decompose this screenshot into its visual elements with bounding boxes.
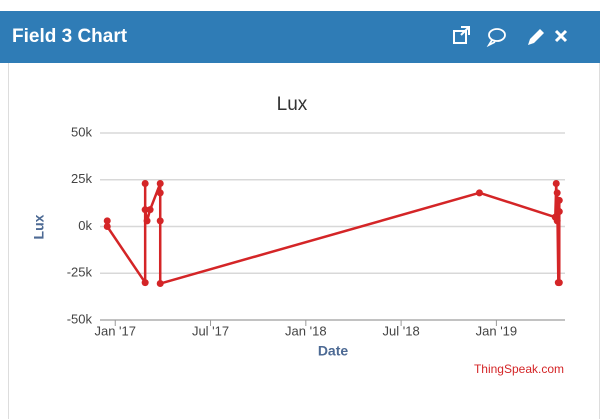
data-point — [143, 217, 151, 225]
data-point — [146, 206, 154, 214]
data-point — [475, 189, 483, 197]
x-tick-label: Jul '18 — [383, 323, 420, 338]
data-point — [555, 279, 563, 287]
edit-icon[interactable] — [528, 29, 544, 45]
data-point — [103, 217, 111, 225]
y-tick-label: 50k — [71, 124, 92, 139]
header-title: Field 3 Chart — [12, 26, 128, 47]
x-tick-label: Jan '19 — [476, 323, 518, 338]
data-point — [555, 196, 563, 204]
chart-title: Lux — [277, 94, 308, 115]
data-point — [141, 179, 149, 187]
data-point — [103, 223, 111, 230]
chart-panel — [8, 63, 600, 419]
y-tick-label: 25k — [71, 171, 92, 186]
header-icons — [453, 26, 568, 48]
y-axis-title: Lux — [31, 214, 47, 239]
data-point — [156, 217, 164, 225]
data-point — [156, 280, 164, 288]
comment-icon[interactable] — [486, 28, 506, 48]
data-point — [555, 208, 563, 216]
data-point — [156, 189, 164, 197]
data-point — [553, 217, 561, 225]
data-point — [141, 206, 149, 214]
x-tick-label: Jul '17 — [192, 323, 229, 338]
open-icon[interactable] — [453, 26, 470, 44]
credit: ThingSpeak.com — [474, 362, 564, 376]
x-tick-label: Jan '18 — [285, 323, 327, 338]
y-tick-label: 0k — [78, 218, 92, 233]
y-tick-label: -25k — [67, 265, 93, 280]
data-point — [553, 189, 561, 197]
close-icon[interactable] — [554, 29, 568, 43]
y-tick-label: -50k — [67, 311, 93, 326]
x-tick-label: Jan '17 — [94, 323, 136, 338]
x-axis-title: Date — [318, 343, 349, 359]
widget-header: Field 3 Chart — [0, 11, 600, 63]
data-point — [156, 179, 164, 187]
data-point — [552, 179, 560, 187]
line-series — [105, 182, 561, 285]
data-point — [141, 279, 149, 287]
